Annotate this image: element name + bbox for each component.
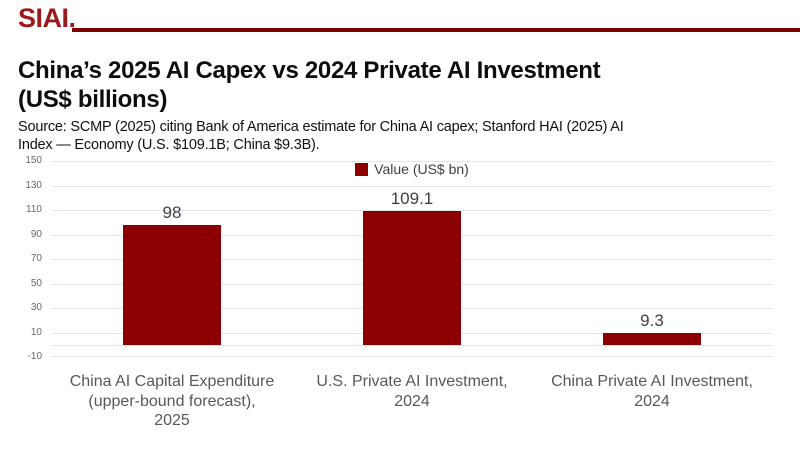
y-tick-label: 110 bbox=[26, 204, 42, 215]
bar-value-label: 98 bbox=[162, 202, 182, 222]
y-tick-label: 70 bbox=[30, 253, 42, 264]
chart-legend: Value (US$ bn) bbox=[52, 160, 772, 178]
plot-area: 98 109.1 9.3 bbox=[52, 161, 772, 357]
y-tick-label: -10 bbox=[27, 351, 42, 362]
bar-3 bbox=[603, 333, 701, 345]
bar-value-label: 9.3 bbox=[640, 311, 664, 331]
gridline-130 bbox=[52, 185, 772, 187]
y-tick-label: 150 bbox=[25, 155, 42, 166]
y-tick-label: 30 bbox=[30, 302, 42, 313]
chart-title: China’s 2025 AI Capex vs 2024 Private AI… bbox=[18, 57, 601, 113]
legend-label: Value (US$ bn) bbox=[374, 161, 469, 177]
legend-swatch bbox=[355, 162, 369, 176]
category-label: U.S. Private AI Investment, 2024 bbox=[316, 373, 508, 410]
category-label: China Private AI Investment, 2024 bbox=[551, 373, 753, 410]
gridline-110 bbox=[52, 210, 772, 211]
brand-logo: SIAI. bbox=[18, 3, 76, 33]
gridline-0 bbox=[52, 344, 772, 346]
y-tick-label: 50 bbox=[30, 277, 42, 289]
y-tick-label: 10 bbox=[30, 326, 42, 338]
y-axis-ticks: 150 130 110 90 70 50 30 10 -10 bbox=[0, 155, 42, 362]
gridline-150 bbox=[52, 161, 772, 162]
y-tick-label: 90 bbox=[30, 228, 42, 240]
bar-1 bbox=[123, 224, 221, 345]
y-tick-label: 130 bbox=[25, 179, 42, 191]
category-label: China AI Capital Expenditure (upper-boun… bbox=[69, 373, 275, 429]
x-axis-labels: China AI Capital Expenditure (upper-boun… bbox=[52, 372, 772, 431]
bar-2 bbox=[363, 211, 461, 345]
source-note: Source: SCMP (2025) citing Bank of Ameri… bbox=[18, 119, 624, 153]
gridline--10 bbox=[52, 356, 772, 357]
bar-value-label: 109.1 bbox=[390, 189, 434, 209]
brand-rule bbox=[72, 28, 800, 32]
